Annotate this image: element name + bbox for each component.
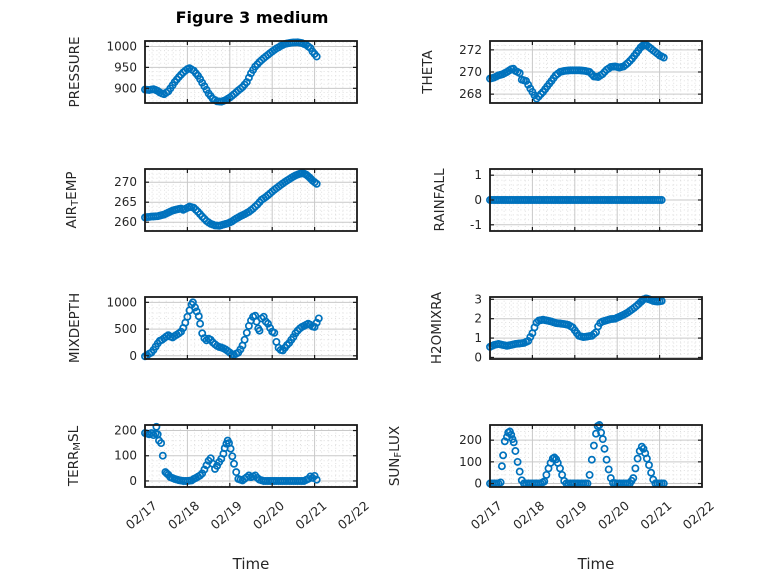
- tick-marks: [489, 297, 703, 359]
- tick-marks: [144, 169, 358, 231]
- x-tick-label: 02/18: [510, 498, 547, 533]
- x-axis-label-right: Time: [577, 555, 615, 573]
- y-axis-label-theta: THETA: [420, 50, 436, 95]
- y-tick-label: 1000: [106, 295, 137, 309]
- subplot-sunflux: 0 100 200 SUNF​LUX 02/1702/1802/1902/2002/21…: [387, 421, 717, 573]
- subplot-airtemp: 260 265 270 AIRT​EMP: [64, 168, 358, 232]
- major-grid: [145, 425, 357, 487]
- minor-grid: [490, 297, 702, 359]
- tick-marks: [489, 425, 703, 487]
- series-rainfall: [486, 196, 666, 204]
- y-tick-label: 265: [114, 195, 137, 209]
- x-tick-label: 02/17: [123, 498, 160, 533]
- minor-grid: [145, 169, 357, 231]
- y-axis-label-terrmsl: TERRM​SL: [66, 425, 83, 487]
- y-tick-label: 268: [459, 87, 482, 101]
- y-tick-label: 270: [459, 65, 482, 79]
- y-tick-label: 100: [459, 455, 482, 469]
- figure-title: Figure 3 medium: [175, 8, 329, 27]
- y-tick-label: 272: [459, 43, 482, 57]
- y-tick-label: 0: [474, 193, 482, 207]
- y-axis-label-pressure: PRESSURE: [67, 37, 83, 108]
- x-tick-label: 02/20: [595, 498, 632, 533]
- y-tick-label: 0: [129, 349, 137, 363]
- y-tick-label: 0: [474, 477, 482, 491]
- y-tick-label: 2: [474, 312, 482, 326]
- x-tick-label: 02/20: [250, 498, 287, 533]
- tick-marks: [144, 425, 358, 487]
- y-tick-label: 0: [474, 350, 482, 364]
- y-tick-label: 270: [114, 175, 137, 189]
- x-tick-label: 02/22: [335, 498, 372, 533]
- series-theta: [486, 40, 668, 103]
- y-tick-label: 3: [474, 292, 482, 306]
- x-tick-label: 02/19: [552, 498, 589, 533]
- tick-marks: [489, 41, 703, 103]
- axes-box: [489, 424, 703, 488]
- axes-box: [144, 296, 358, 360]
- x-tick-label: 02/22: [680, 498, 717, 533]
- y-tick-label: 500: [114, 322, 137, 336]
- series-mixdepth: [141, 298, 323, 361]
- y-tick-label: -1: [470, 218, 482, 232]
- axes-box: [144, 40, 358, 104]
- y-tick-label: 900: [114, 81, 137, 95]
- x-tick-label: 02/21: [637, 498, 674, 533]
- series-terrmsl: [141, 422, 321, 485]
- x-tick-label: 02/19: [207, 498, 244, 533]
- y-tick-label: 1000: [106, 39, 137, 53]
- tick-marks: [144, 41, 358, 103]
- y-tick-label: 950: [114, 60, 137, 74]
- subplot-theta: 268 270 272 THETA: [420, 40, 703, 104]
- y-axis-label-sunflux: SUNF​LUX: [387, 426, 404, 486]
- y-tick-label: 0: [129, 474, 137, 488]
- y-axis-label-rainfall: RAINFALL: [432, 168, 448, 231]
- x-axis-label-left: Time: [232, 555, 270, 573]
- subplot-mixdepth: 0 500 1000 MIXDEPTH: [67, 293, 358, 363]
- y-tick-label: 260: [114, 215, 137, 229]
- subplot-rainfall: -1 0 1 RAINFALL: [432, 168, 703, 232]
- y-tick-label: 1: [474, 168, 482, 182]
- subplot-h2omixra: 0 1 2 3 H2OMIXRA: [429, 291, 703, 364]
- y-tick-label: 1: [474, 331, 482, 345]
- x-tick-label: 02/18: [165, 498, 202, 533]
- axes-box: [144, 168, 358, 232]
- tick-marks: [489, 169, 703, 231]
- y-axis-label-mixdepth: MIXDEPTH: [67, 293, 83, 363]
- y-axis-label-airtemp: AIRT​EMP: [64, 171, 81, 228]
- y-tick-label: 100: [114, 449, 137, 463]
- subplot-pressure: 900 950 1000 PRESSURE: [67, 37, 358, 108]
- y-tick-label: 200: [459, 433, 482, 447]
- x-tick-label: 02/17: [468, 498, 505, 533]
- tick-marks: [144, 297, 358, 359]
- series-airtemp: [141, 169, 321, 230]
- x-tick-label: 02/21: [292, 498, 329, 533]
- y-axis-label-h2omixra: H2OMIXRA: [429, 291, 445, 364]
- axes-box: [489, 296, 703, 360]
- subplot-terrmsl: 0 100 200 TERRM​SL 02/1702/1802/1902/2002/21…: [66, 422, 372, 573]
- y-tick-label: 200: [114, 424, 137, 438]
